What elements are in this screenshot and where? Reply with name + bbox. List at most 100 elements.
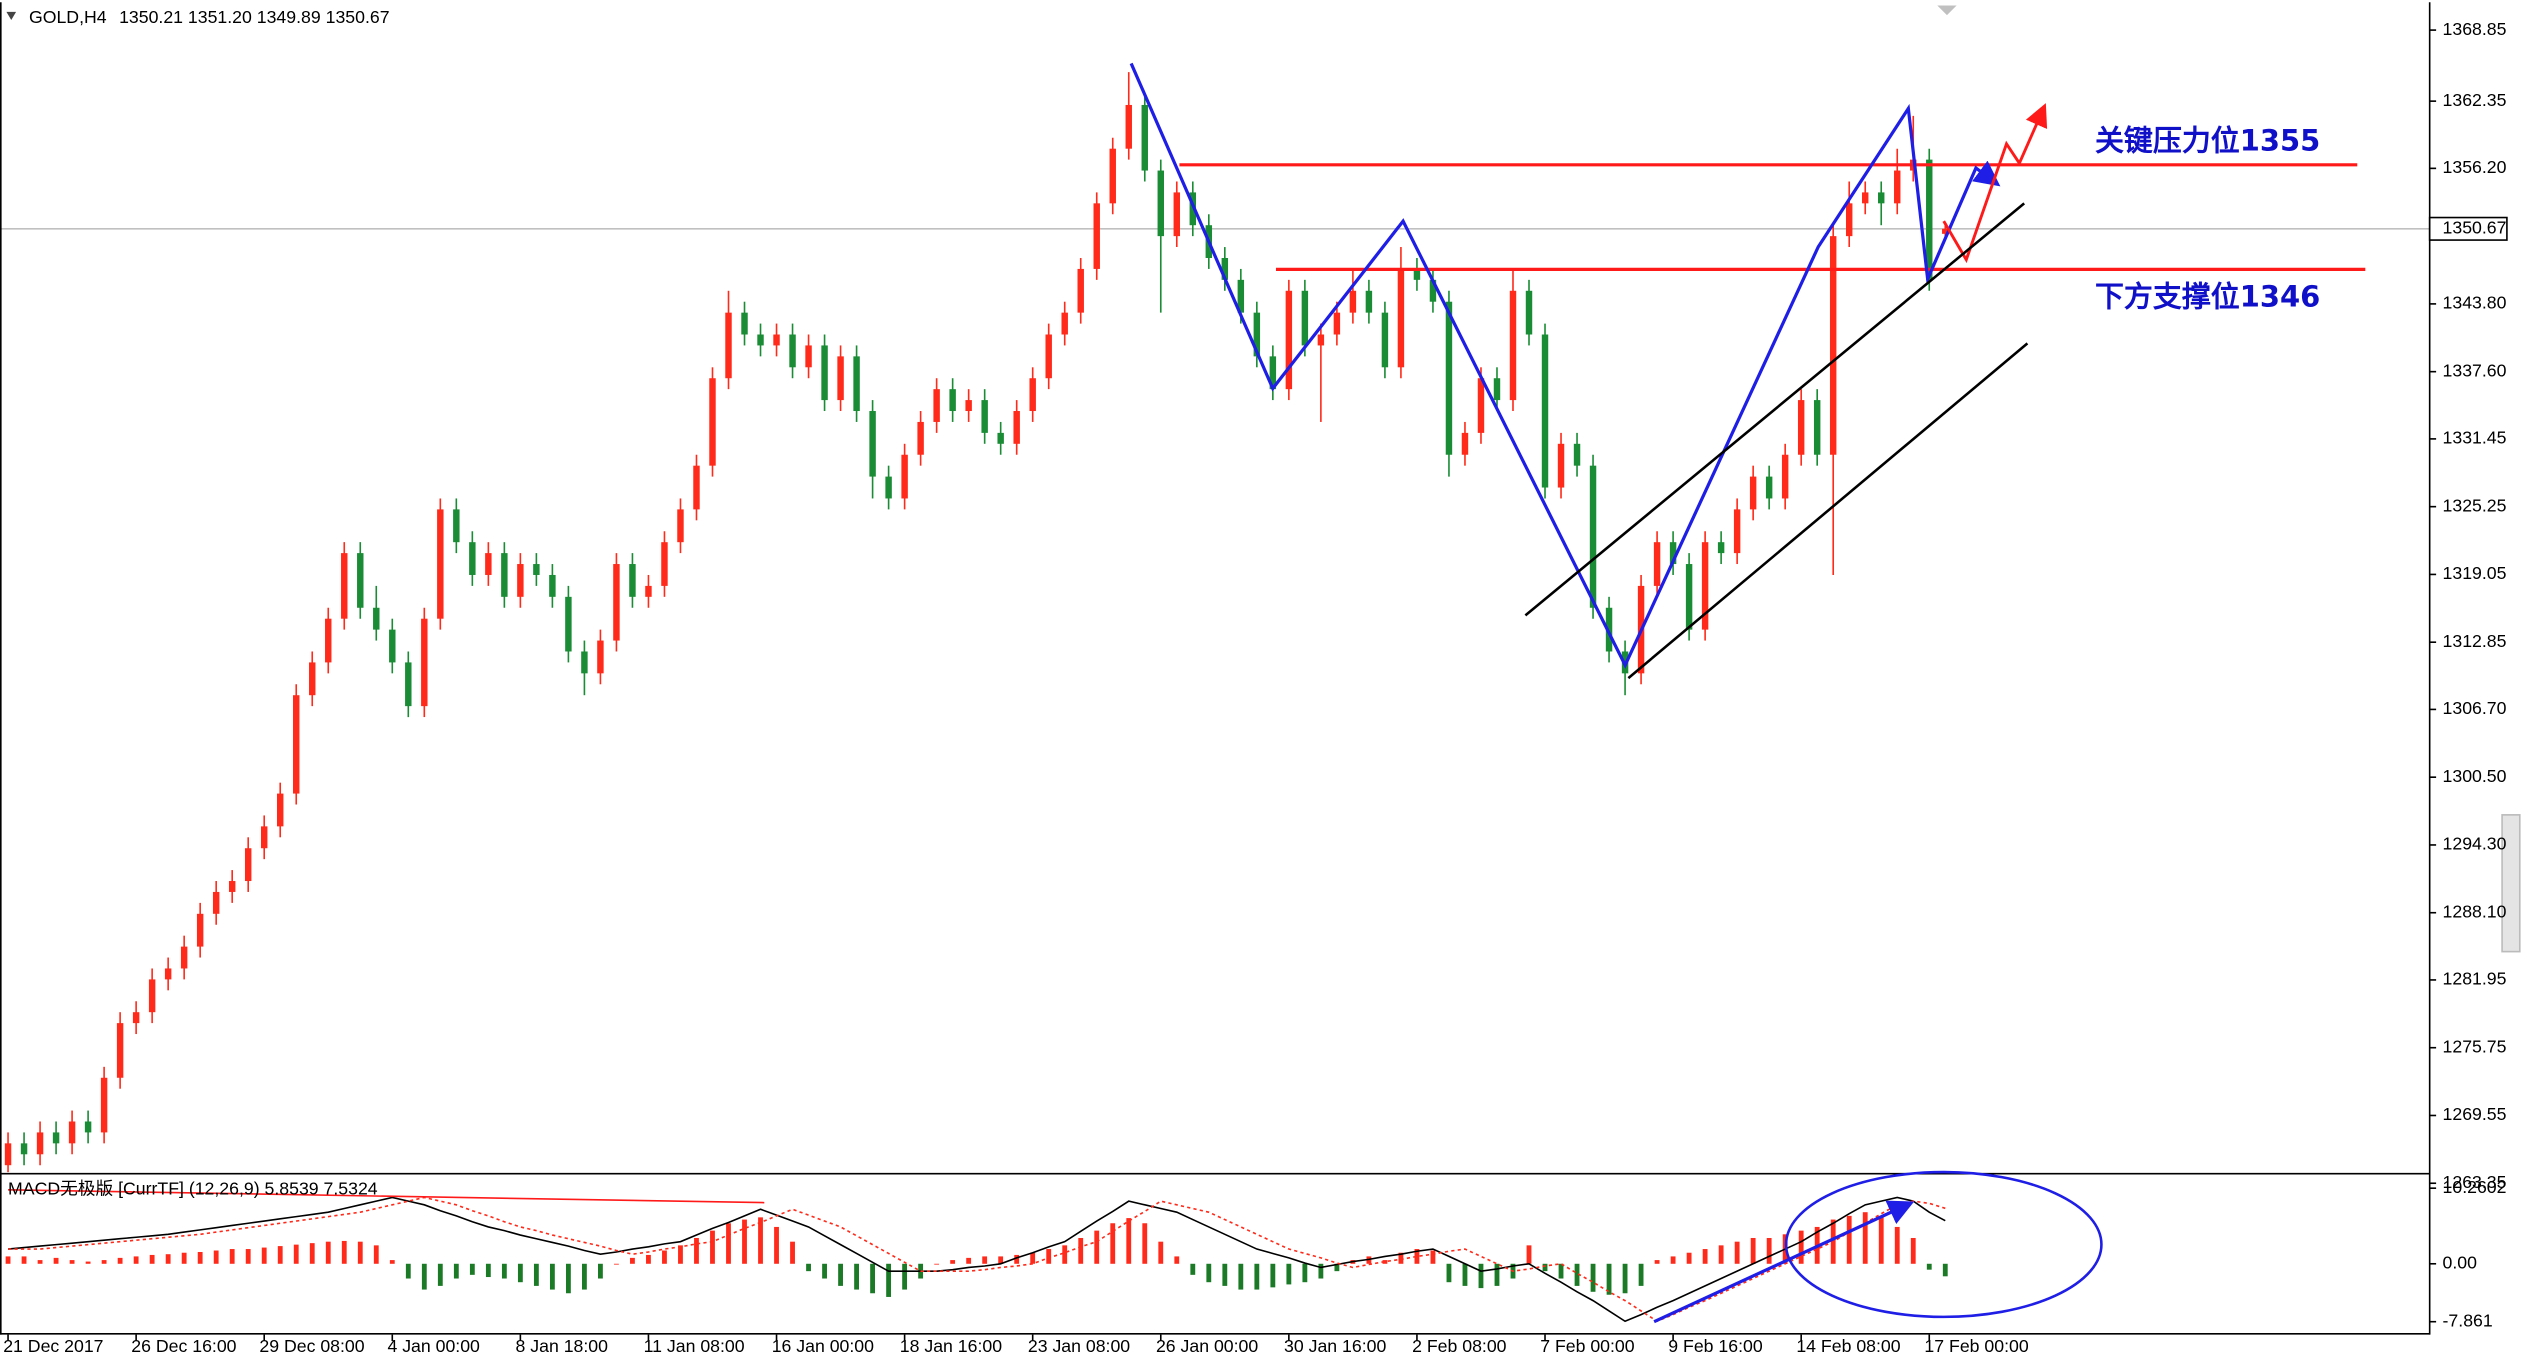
- histogram-bar: [117, 1257, 123, 1264]
- candle-body: [180, 946, 188, 969]
- y-tick-label: 1356.20: [2443, 157, 2507, 177]
- histogram-bar: [133, 1256, 139, 1264]
- candle-body: [725, 312, 732, 379]
- candle-body: [1942, 228, 1949, 234]
- y-tick-label: 0.00: [2443, 1252, 2478, 1272]
- histogram-bar: [1414, 1249, 1420, 1264]
- y-tick-label: 1294.30: [2443, 834, 2507, 854]
- histogram-bar: [790, 1241, 795, 1264]
- x-tick-label: 23 Jan 08:00: [1028, 1336, 1130, 1356]
- histogram-bar: [1110, 1223, 1116, 1264]
- candle-body: [1237, 279, 1245, 313]
- histogram-bar: [1622, 1263, 1628, 1294]
- candle-body: [901, 454, 908, 499]
- candle-body: [1765, 476, 1773, 499]
- histogram-bar: [1270, 1263, 1276, 1288]
- candle-body: [100, 1077, 108, 1133]
- candle-body: [533, 564, 540, 575]
- histogram-bar: [1766, 1237, 1772, 1264]
- candle-body: [693, 465, 700, 510]
- candle-body: [1493, 378, 1501, 401]
- histogram-bar: [357, 1241, 363, 1264]
- candle-body: [757, 334, 764, 346]
- histogram-bar: [630, 1257, 635, 1264]
- candle-body: [1845, 203, 1853, 237]
- histogram-bar: [598, 1263, 603, 1279]
- histogram-bar: [758, 1217, 763, 1264]
- candle-body: [357, 553, 364, 608]
- annotation: 下方支撑位1346: [2095, 279, 2320, 313]
- candle-body: [1429, 279, 1437, 302]
- histogram-bar: [1174, 1256, 1180, 1264]
- histogram-bar: [1190, 1263, 1196, 1275]
- histogram-bar: [1734, 1241, 1740, 1264]
- histogram-bar: [886, 1263, 892, 1297]
- menu-icon[interactable]: [6, 11, 17, 20]
- histogram-bar: [437, 1263, 443, 1286]
- candle-body: [1365, 290, 1373, 313]
- drawings: 关键压力位1355 下方支撑位1346: [8, 62, 2366, 1324]
- candle-body: [341, 553, 348, 619]
- x-tick-label: 8 Jan 18:00: [516, 1336, 609, 1356]
- candle-body: [4, 1143, 12, 1166]
- candle-body: [148, 979, 156, 1013]
- candle-body: [853, 356, 860, 412]
- histogram-bar: [37, 1260, 43, 1264]
- candle-body: [1093, 203, 1100, 269]
- macd-arrow: [1653, 1200, 1915, 1324]
- candle-body: [132, 1012, 140, 1024]
- candle-body: [917, 421, 924, 455]
- histogram-bar: [1286, 1263, 1292, 1285]
- signal-line: [8, 1196, 1946, 1323]
- candle-body: [549, 574, 556, 597]
- histogram-bar: [1318, 1263, 1324, 1279]
- candle-body: [421, 618, 428, 707]
- candle-body: [1317, 334, 1325, 346]
- candle-body: [821, 345, 828, 401]
- y-tick-label: 1312.85: [2443, 631, 2507, 651]
- histogram-bar: [1574, 1263, 1580, 1286]
- candle-body: [1221, 257, 1229, 280]
- histogram-bar: [1302, 1263, 1308, 1283]
- candle-body: [1269, 356, 1277, 390]
- x-tick-label: 17 Feb 00:00: [1924, 1336, 2028, 1356]
- histogram-bar: [1158, 1241, 1164, 1264]
- histogram-bar: [485, 1263, 491, 1278]
- candle-body: [965, 400, 972, 412]
- x-tick-label: 2 Feb 08:00: [1412, 1336, 1507, 1356]
- candle-body: [629, 564, 636, 597]
- histogram-bar: [1846, 1215, 1852, 1264]
- histogram-bar: [1062, 1245, 1068, 1264]
- histogram-bar: [69, 1260, 75, 1264]
- histogram-bar: [1334, 1263, 1340, 1272]
- candle-body: [1109, 148, 1116, 204]
- candle-body: [68, 1121, 76, 1144]
- x-tick-label: 16 Jan 00:00: [772, 1336, 874, 1356]
- candle-body: [869, 411, 876, 477]
- channel-upper: [1524, 202, 2026, 617]
- histogram-bar: [646, 1254, 651, 1264]
- macd-highlight: [1784, 1170, 2103, 1319]
- candle-body: [1013, 411, 1020, 444]
- y-tick-label: 1362.35: [2443, 90, 2507, 110]
- candle-body: [1333, 312, 1341, 335]
- candle-body: [453, 509, 460, 543]
- histogram-bar: [694, 1237, 699, 1264]
- histogram-bar: [325, 1241, 331, 1264]
- scroll-handle[interactable]: [2501, 814, 2521, 953]
- histogram-bar: [710, 1230, 715, 1264]
- y-tick-label: 1288.10: [2443, 901, 2507, 921]
- histogram-bar: [549, 1263, 555, 1290]
- candle-body: [1653, 542, 1661, 586]
- histogram-bar: [5, 1256, 11, 1264]
- candle-body: [1141, 104, 1148, 171]
- candle-body: [645, 585, 652, 597]
- y-tick-label: 1281.95: [2443, 969, 2507, 989]
- candle-body: [1701, 542, 1709, 630]
- histogram-bar: [678, 1245, 683, 1264]
- candle-body: [1685, 564, 1693, 630]
- annotation: 关键压力位1355: [2095, 123, 2320, 157]
